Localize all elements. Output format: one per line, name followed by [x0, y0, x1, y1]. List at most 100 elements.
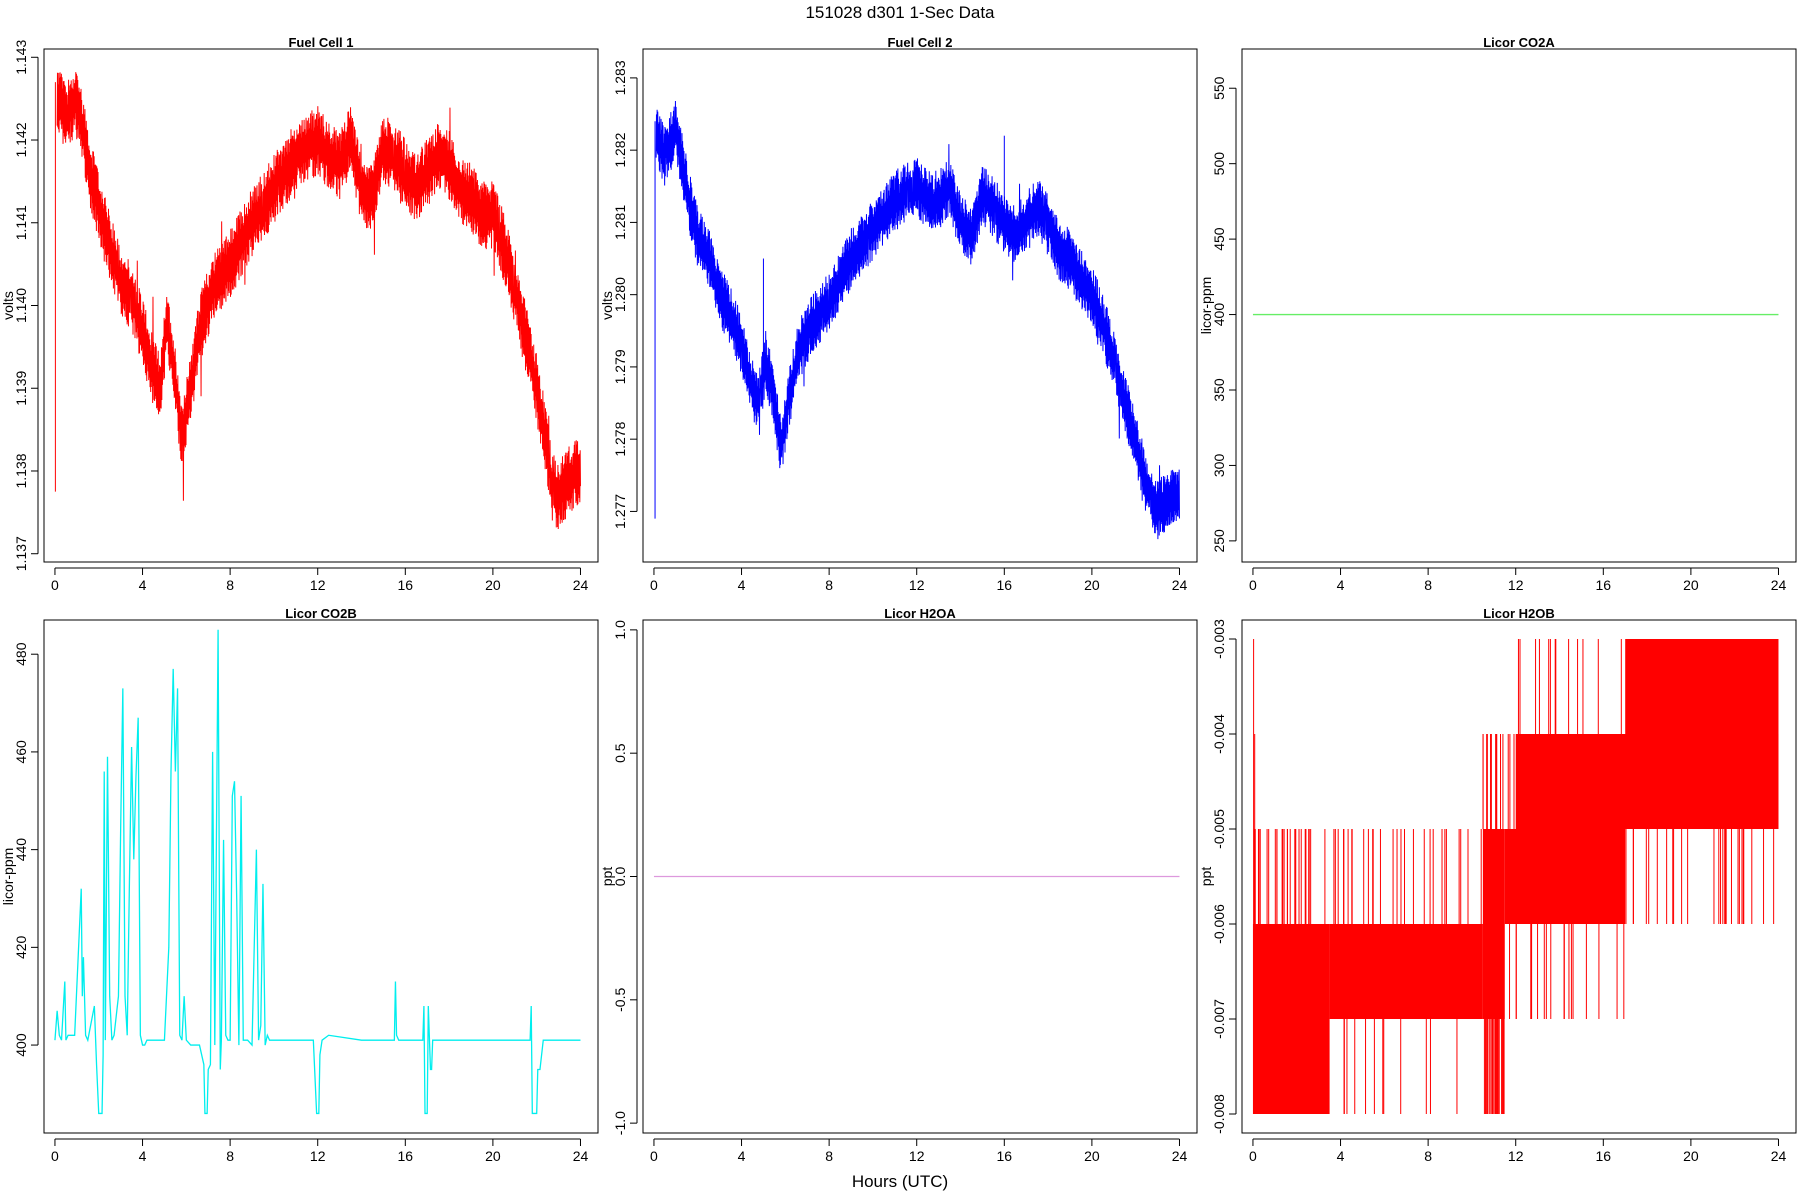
series-band: [1625, 639, 1779, 829]
y-tick-label: -0.004: [1211, 714, 1227, 754]
y-tick-label: -0.007: [1211, 999, 1227, 1039]
x-tick-label: 0: [650, 577, 658, 593]
y-tick-label: 1.139: [13, 371, 29, 406]
chart-panel: Licor H2OB ppt 0 4 8 12 16 20 24 -0.008 -0.007 -0.0…: [1198, 606, 1797, 1164]
x-tick-label: 20: [1084, 1148, 1100, 1164]
x-tick-label: 8: [1424, 1148, 1432, 1164]
y-tick-label: 1.280: [612, 277, 628, 312]
series-band: [1252, 924, 1330, 1114]
x-tick-label: 8: [825, 1148, 833, 1164]
x-tick-label: 24: [1771, 577, 1787, 593]
x-tick-label: 16: [1596, 1148, 1612, 1164]
x-tick-label: 12: [310, 1148, 326, 1164]
y-tick-label: 1.281: [612, 205, 628, 240]
x-tick-label: 4: [139, 1148, 147, 1164]
y-tick-label: -0.005: [1211, 809, 1227, 849]
chart-title: Licor CO2B: [285, 606, 357, 621]
chart-title: Licor H2OB: [1483, 606, 1555, 621]
y-tick-label: -1.0: [612, 1111, 628, 1135]
plot-frame: [1241, 48, 1797, 563]
y-tick-label: 0.5: [612, 743, 628, 763]
y-tick-label: 1.0: [612, 620, 628, 640]
series-group: [654, 101, 1180, 540]
x-tick-label: 24: [573, 1148, 589, 1164]
y-tick-label: 1.279: [612, 349, 628, 384]
x-tick-label: 20: [1683, 577, 1699, 593]
x-tick-label: 12: [1508, 577, 1524, 593]
y-tick-label: -0.008: [1211, 1094, 1227, 1134]
y-tick-label: 1.282: [612, 132, 628, 167]
x-tick-label: 4: [1337, 577, 1345, 593]
y-tick-label: 1.283: [612, 60, 628, 95]
x-tick-label: 24: [1172, 1148, 1188, 1164]
series-line: [56, 72, 581, 530]
x-tick-label: 0: [51, 577, 59, 593]
plot-frame: [642, 619, 1198, 1134]
y-tick-label: 1.138: [13, 453, 29, 488]
chart-title: Fuel Cell 2: [887, 35, 952, 50]
plot-frame: [1241, 619, 1797, 1134]
x-tick-label: 16: [997, 577, 1013, 593]
chart-panel: Licor CO2A licor-ppm 0 4 8 12 16 20 24 250 300 350 4…: [1198, 35, 1797, 593]
y-tick-label: 250: [1211, 529, 1227, 553]
y-tick-label: 1.141: [13, 205, 29, 240]
x-tick-label: 20: [485, 577, 501, 593]
chart-panel: Fuel Cell 2 volts 0 4 8 12 16 20 24 1.277 1.278 1.2…: [599, 35, 1198, 593]
x-tick-label: 8: [1424, 577, 1432, 593]
figure-xlabel: Hours (UTC): [852, 1172, 948, 1191]
y-axis-label: ppt: [599, 867, 615, 887]
x-tick-label: 4: [738, 577, 746, 593]
y-tick-label: 0.0: [612, 867, 628, 887]
x-tick-label: 16: [1596, 577, 1612, 593]
x-tick-label: 8: [825, 577, 833, 593]
x-tick-label: 0: [51, 1148, 59, 1164]
y-tick-label: 460: [13, 740, 29, 764]
y-tick-label: 400: [13, 1033, 29, 1057]
y-tick-label: 500: [1211, 152, 1227, 176]
y-tick-label: 1.137: [13, 536, 29, 571]
x-tick-label: 8: [226, 1148, 234, 1164]
series-line: [54, 629, 581, 1115]
y-axis-label: volts: [599, 291, 615, 320]
series-group: [54, 629, 581, 1115]
y-tick-label: -0.003: [1211, 619, 1227, 659]
plot-frame: [642, 48, 1198, 563]
y-tick-label: 550: [1211, 76, 1227, 100]
x-tick-label: 8: [226, 577, 234, 593]
plot-frame: [43, 48, 599, 563]
x-tick-label: 24: [1771, 1148, 1787, 1164]
x-tick-label: 4: [1337, 1148, 1345, 1164]
x-tick-label: 0: [650, 1148, 658, 1164]
plot-frame: [43, 619, 599, 1134]
x-tick-label: 12: [909, 577, 925, 593]
series-band: [1504, 829, 1626, 924]
x-tick-label: 20: [1084, 577, 1100, 593]
y-tick-label: 1.142: [13, 122, 29, 157]
series-band: [1329, 924, 1483, 1019]
y-tick-label: 480: [13, 642, 29, 666]
y-axis-label: volts: [0, 291, 16, 320]
y-tick-label: -0.5: [612, 988, 628, 1012]
y-axis-label: licor-ppm: [0, 848, 16, 906]
x-tick-label: 20: [485, 1148, 501, 1164]
y-tick-label: 1.143: [13, 40, 29, 75]
x-tick-label: 12: [909, 1148, 925, 1164]
x-tick-label: 20: [1683, 1148, 1699, 1164]
y-tick-label: 440: [13, 838, 29, 862]
y-tick-label: 420: [13, 935, 29, 959]
x-tick-label: 0: [1249, 1148, 1257, 1164]
y-axis-label: licor-ppm: [1198, 277, 1214, 335]
x-tick-label: 16: [398, 577, 414, 593]
series-group: [54, 72, 581, 530]
series-group: [1252, 639, 1779, 1114]
x-tick-label: 16: [398, 1148, 414, 1164]
series-band: [1482, 829, 1505, 1019]
series-line: [655, 101, 1180, 540]
x-tick-label: 24: [573, 577, 589, 593]
x-tick-label: 4: [738, 1148, 746, 1164]
x-tick-label: 24: [1172, 577, 1188, 593]
chart-title: Licor H2OA: [884, 606, 956, 621]
chart-title: Fuel Cell 1: [288, 35, 353, 50]
x-tick-label: 12: [310, 577, 326, 593]
